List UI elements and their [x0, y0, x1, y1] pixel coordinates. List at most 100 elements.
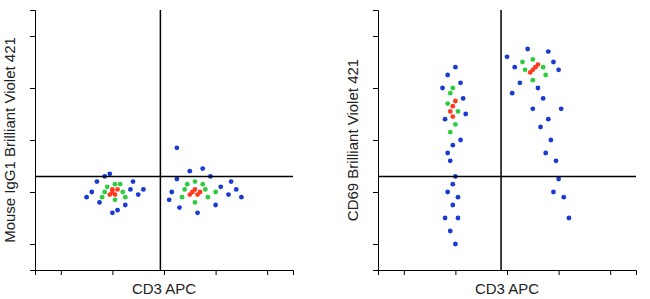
x-tick — [267, 270, 268, 275]
event-point — [205, 195, 210, 200]
event-point — [167, 197, 172, 202]
event-point — [456, 109, 461, 114]
event-point — [123, 203, 128, 208]
y-tick-mark — [30, 244, 35, 245]
x-tick-mark — [112, 270, 113, 275]
event-point — [445, 151, 450, 156]
event-point — [463, 112, 468, 117]
y-tick-mark — [373, 36, 378, 37]
event-point — [554, 158, 559, 163]
event-point — [543, 73, 548, 78]
event-point — [180, 195, 185, 200]
event-point — [105, 184, 110, 189]
event-point — [450, 86, 455, 91]
y-tick — [30, 244, 35, 245]
event-point — [118, 182, 123, 187]
x-tick — [61, 270, 62, 275]
event-point — [530, 106, 535, 111]
x-tick — [112, 270, 113, 275]
event-point — [448, 229, 453, 234]
event-point — [448, 158, 453, 163]
event-point — [546, 49, 551, 54]
event-point — [200, 182, 205, 187]
event-point — [131, 179, 136, 184]
y-tick-mark — [30, 192, 35, 193]
event-point — [445, 73, 450, 78]
x-axis-line — [379, 271, 637, 276]
y-tick-mark — [373, 244, 378, 245]
event-point — [440, 86, 445, 91]
event-point — [229, 179, 234, 184]
x-tick — [610, 270, 611, 275]
x-axis-title: CD3 APC — [132, 280, 196, 297]
event-point — [450, 104, 455, 109]
event-point — [456, 195, 461, 200]
event-point — [458, 80, 463, 85]
x-axis — [36, 270, 294, 275]
event-point — [461, 96, 466, 101]
event-point — [193, 187, 198, 192]
x-axis-line — [36, 271, 294, 276]
event-point — [175, 145, 180, 150]
y-tick-mark — [30, 140, 35, 141]
event-point — [213, 203, 218, 208]
event-point — [128, 187, 133, 192]
event-point — [450, 182, 455, 187]
event-point — [110, 210, 115, 215]
event-point — [536, 86, 541, 91]
event-point — [97, 200, 102, 205]
event-point — [115, 187, 120, 192]
event-point — [445, 101, 450, 106]
x-tick-mark — [164, 270, 165, 275]
event-point — [530, 57, 535, 62]
event-point — [187, 169, 192, 174]
event-point — [543, 151, 548, 156]
event-point — [551, 60, 556, 65]
event-point — [556, 67, 561, 72]
x-tick — [164, 270, 165, 275]
event-point — [456, 216, 461, 221]
event-point — [113, 197, 118, 202]
event-point — [561, 195, 566, 200]
event-point — [84, 195, 89, 200]
event-point — [445, 190, 450, 195]
x-tick — [507, 270, 508, 275]
event-point — [510, 91, 515, 96]
y-tick — [373, 88, 378, 89]
event-point — [107, 192, 112, 197]
event-point — [567, 216, 572, 221]
x-tick-mark — [559, 270, 560, 275]
y-tick — [30, 140, 35, 141]
y-tick — [373, 36, 378, 37]
x-tick-mark — [610, 270, 611, 275]
y-tick — [373, 192, 378, 193]
points — [440, 47, 571, 247]
y-axis-line — [30, 11, 36, 271]
event-point — [218, 184, 223, 189]
x-tick-mark — [404, 270, 405, 275]
event-point — [234, 187, 239, 192]
event-point — [115, 208, 120, 213]
y-tick — [373, 140, 378, 141]
quadrant-gate — [35, 10, 293, 270]
event-point — [528, 70, 533, 75]
y-axis — [373, 11, 379, 271]
y-tick — [30, 36, 35, 37]
event-point — [136, 192, 141, 197]
x-tick-mark — [455, 270, 456, 275]
event-point — [453, 65, 458, 70]
event-point — [443, 117, 448, 122]
event-point — [213, 190, 218, 195]
event-point — [169, 190, 174, 195]
x-tick — [404, 270, 405, 275]
x-tick — [216, 270, 217, 275]
event-point — [448, 130, 453, 135]
event-point — [110, 187, 115, 192]
event-point — [141, 187, 146, 192]
x-tick-mark — [507, 270, 508, 275]
y-tick — [30, 192, 35, 193]
event-point — [175, 177, 180, 182]
points — [84, 145, 244, 215]
event-point — [448, 91, 453, 96]
event-point — [536, 62, 541, 67]
